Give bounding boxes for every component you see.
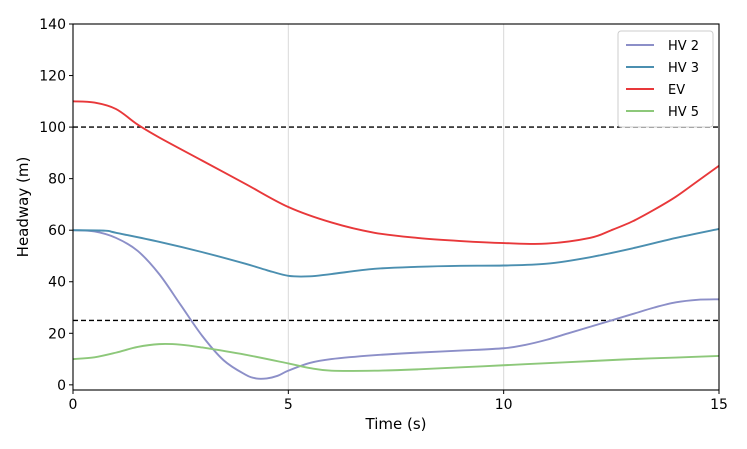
series-line-ev xyxy=(72,100,720,245)
y-tick-label: 120 xyxy=(39,69,66,85)
series-line-hv-3 xyxy=(72,227,720,278)
series-line-hv-5 xyxy=(72,343,720,372)
legend-box xyxy=(617,30,714,128)
x-tick-label: 5 xyxy=(284,397,293,413)
legend-label: EV xyxy=(668,83,685,98)
y-tick-label: 100 xyxy=(39,120,66,136)
legend: HV 2 HV 3 EV HV 5 xyxy=(617,30,714,128)
y-tick-label: 80 xyxy=(48,172,66,188)
legend-label: HV 2 xyxy=(668,39,699,54)
legend-label: HV 3 xyxy=(668,61,699,76)
x-tick-label: 10 xyxy=(495,397,513,413)
reference-lines xyxy=(73,126,719,322)
plot-frame xyxy=(72,23,720,391)
legend-label: HV 5 xyxy=(668,105,699,120)
y-tick-label: 0 xyxy=(57,378,66,394)
series-line-hv-2 xyxy=(72,229,720,380)
x-axis-title: Time (s) xyxy=(365,415,427,433)
series-lines xyxy=(72,100,720,380)
y-axis-title: Headway (m) xyxy=(14,157,32,258)
axis-ticks: 0 5 10 15 0 20 40 60 80 100 120 140 xyxy=(39,17,728,413)
x-tick-label: 15 xyxy=(710,397,728,413)
y-tick-label: 40 xyxy=(48,275,66,291)
y-tick-label: 20 xyxy=(48,326,66,342)
y-tick-label: 140 xyxy=(39,17,66,33)
y-tick-label: 60 xyxy=(48,223,66,239)
x-tick-label: 0 xyxy=(69,397,78,413)
